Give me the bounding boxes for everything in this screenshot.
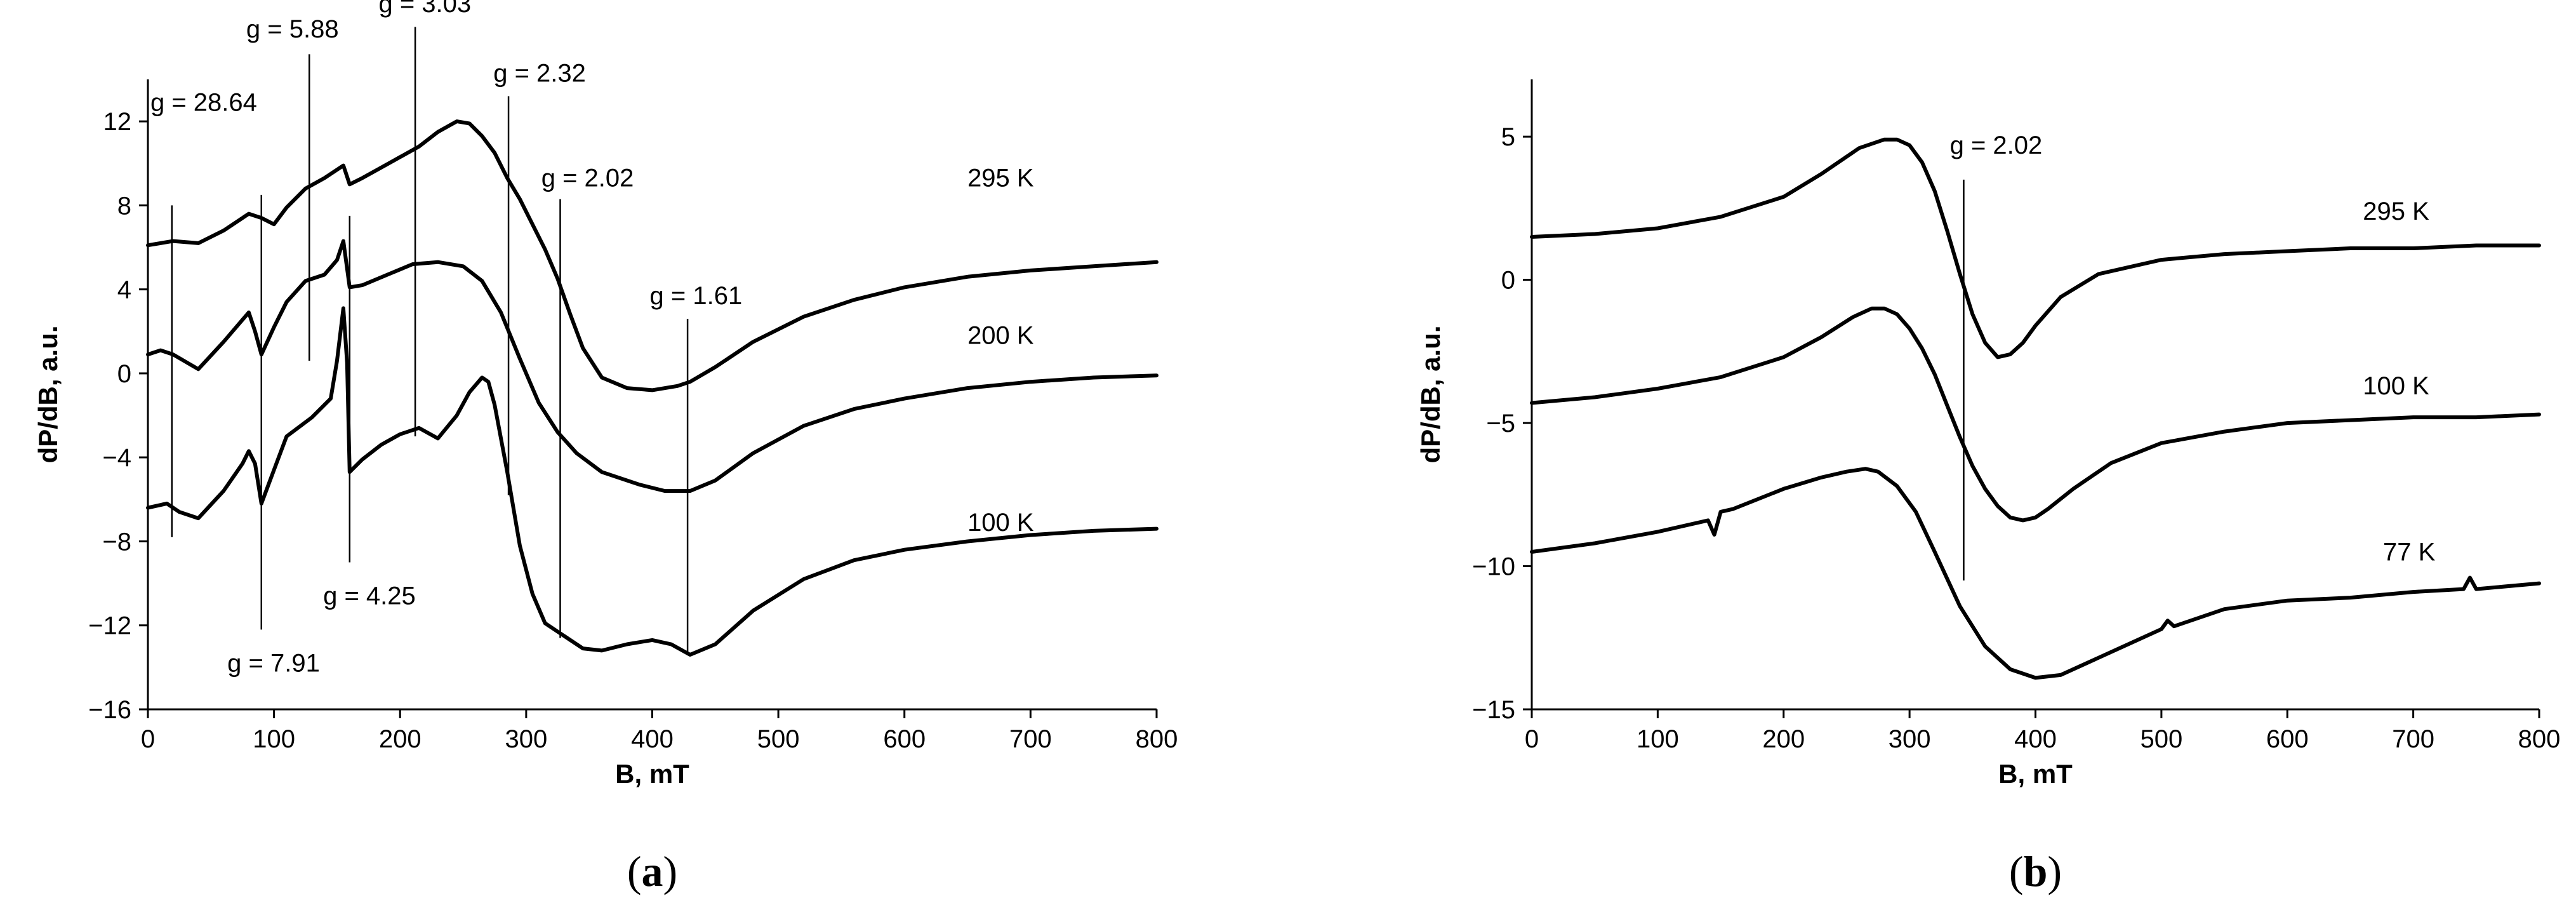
chart1-x-tick-label: 100 bbox=[253, 725, 295, 753]
chart1-y-tick-label: 8 bbox=[117, 192, 131, 220]
chart1-g-value-label: g = 1.61 bbox=[650, 282, 743, 310]
chart1-x-tick-label: 600 bbox=[883, 725, 926, 753]
chart2-series-line-77k bbox=[1530, 467, 2541, 680]
chart1-y-tick-label: 4 bbox=[117, 276, 131, 304]
chart2-x-tick-label: 500 bbox=[2141, 725, 2183, 753]
chart1-x-tick-label: 200 bbox=[379, 725, 422, 753]
chart2-y-tick-label: −5 bbox=[1486, 410, 1515, 438]
chart2-series-line-100k bbox=[1530, 306, 2541, 523]
chart2-x-tick-label: 700 bbox=[2392, 725, 2434, 753]
chart2-x-tick-label: 400 bbox=[2014, 725, 2057, 753]
chart1-series-label: 200 K bbox=[967, 322, 1034, 350]
chart1-y-tick-label: −8 bbox=[102, 528, 131, 556]
chart1-y-tick-label: 12 bbox=[103, 108, 132, 136]
chart2-y-tick-label: −10 bbox=[1472, 553, 1515, 581]
chart2-x-tick-label: 800 bbox=[2518, 725, 2561, 753]
chart2-x-tick-label: 300 bbox=[1889, 725, 1931, 753]
chart2-series-label: 100 K bbox=[2363, 372, 2429, 400]
chart1-series-line-295k bbox=[146, 119, 1159, 392]
chart2-series-label: 77 K bbox=[2383, 539, 2436, 566]
chart1-series-label: 100 K bbox=[967, 509, 1034, 537]
chart2-panel-label: (b) bbox=[2009, 847, 2062, 895]
chart2-x-tick-label: 200 bbox=[1762, 725, 1805, 753]
chart1-x-tick-label: 300 bbox=[505, 725, 548, 753]
chart1-panel-label: (a) bbox=[627, 847, 677, 895]
chart1-series-line-200k bbox=[146, 239, 1159, 493]
chart1-x-tick-label: 800 bbox=[1136, 725, 1178, 753]
chart2-x-tick-label: 0 bbox=[1525, 725, 1539, 753]
chart1-y-tick-label: 0 bbox=[117, 360, 131, 388]
chart1-g-value-label: g = 5.88 bbox=[246, 15, 339, 43]
chart1-x-tick-label: 500 bbox=[757, 725, 800, 753]
chart2-x-tick-label: 100 bbox=[1637, 725, 1679, 753]
chart1-g-value-label: g = 28.64 bbox=[150, 89, 257, 117]
chart2-g-value-label: g = 2.02 bbox=[1950, 131, 2043, 159]
chart1-y-tick-label: −4 bbox=[102, 444, 131, 472]
chart1-series-line-100k bbox=[146, 306, 1159, 657]
chart2-series-line-295k bbox=[1530, 137, 2541, 359]
panel-a-chart: 0 100 200 300 400 500 600 700 800 −16 −12 −8 −4 0 4 8 12… bbox=[33, 0, 1178, 895]
chart1-series-label: 295 K bbox=[967, 164, 1034, 192]
chart1-g-value-label: g = 3.03 bbox=[378, 0, 471, 18]
chart1-x-tick-label: 0 bbox=[141, 725, 155, 753]
chart1-g-value-label: g = 7.91 bbox=[227, 649, 320, 677]
chart1-x-axis-title: B, mT bbox=[615, 759, 689, 789]
chart2-x-axis-title: B, mT bbox=[1998, 759, 2073, 789]
chart1-g-value-label: g = 4.25 bbox=[323, 582, 416, 610]
chart2-y-tick-label: 5 bbox=[1501, 123, 1515, 151]
chart1-x-tick-label: 400 bbox=[631, 725, 674, 753]
chart1-g-value-label: g = 2.32 bbox=[493, 59, 586, 87]
chart1-y-axis-title: dP/dB, a.u. bbox=[33, 325, 63, 463]
chart1-y-tick-label: −16 bbox=[88, 696, 131, 724]
chart2-y-tick-label: −15 bbox=[1472, 696, 1515, 724]
chart1-x-tick-label: 700 bbox=[1009, 725, 1052, 753]
panel-b-chart: 0 100 200 300 400 500 600 700 800 −15 −10 −5 0 5 B, mT… bbox=[1416, 79, 2560, 895]
chart2-y-tick-label: 0 bbox=[1501, 267, 1515, 295]
chart2-x-tick-label: 600 bbox=[2266, 725, 2309, 753]
chart2-y-axis-title: dP/dB, a.u. bbox=[1416, 325, 1445, 463]
chart1-y-tick-label: −12 bbox=[88, 612, 131, 640]
chart2-series-label: 295 K bbox=[2363, 198, 2429, 225]
chart1-g-value-label: g = 2.02 bbox=[541, 164, 634, 192]
